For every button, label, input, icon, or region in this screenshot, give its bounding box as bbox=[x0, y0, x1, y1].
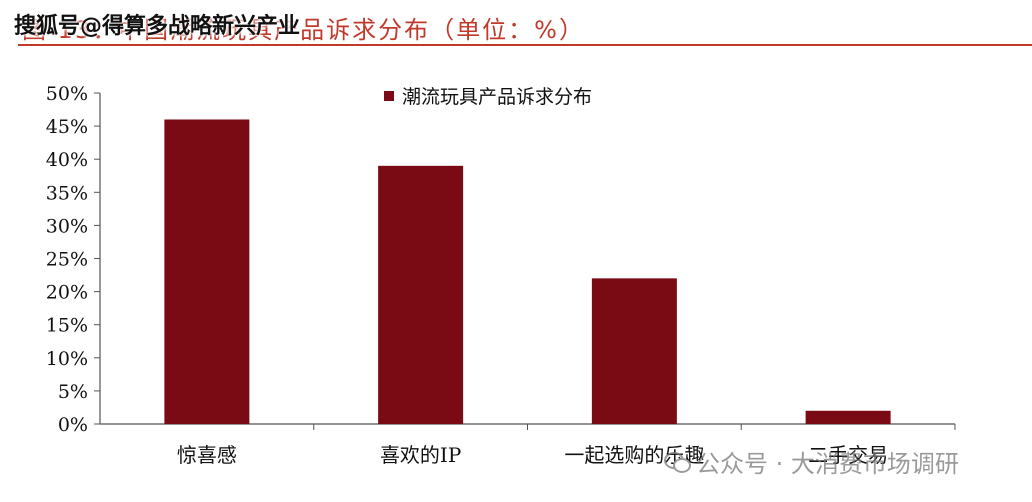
y-tick-label: 10% bbox=[46, 348, 88, 370]
x-tick-label: 惊喜感 bbox=[177, 443, 237, 467]
chart-title: 图 13：中国潮流玩具产品诉求分布（单位：%） bbox=[22, 16, 585, 44]
watermark-bottom: 公众号 · 大消费市场调研 bbox=[664, 444, 959, 479]
legend: 潮流玩具产品诉求分布 bbox=[384, 82, 592, 109]
chart-header: 图 13：中国潮流玩具产品诉求分布（单位：%） 搜狐号@得算多战略新兴产业 bbox=[0, 0, 1032, 46]
y-tick-label: 30% bbox=[46, 215, 88, 237]
bar bbox=[591, 278, 677, 424]
y-tick-label: 25% bbox=[46, 249, 88, 271]
bar bbox=[164, 119, 250, 424]
legend-label: 潮流玩具产品诉求分布 bbox=[402, 86, 593, 108]
y-tick-label: 0% bbox=[58, 414, 88, 436]
watermark-bottom-text: 公众号 · 大消费市场调研 bbox=[696, 450, 959, 478]
y-tick-label: 15% bbox=[46, 315, 88, 337]
bar bbox=[378, 165, 464, 424]
y-tick-label: 45% bbox=[46, 116, 88, 138]
y-tick-label: 35% bbox=[46, 182, 88, 204]
wechat-icon bbox=[664, 451, 691, 473]
legend-swatch bbox=[384, 90, 394, 101]
x-tick-label: 喜欢的IP bbox=[380, 443, 461, 467]
bar bbox=[805, 410, 891, 424]
y-tick-label: 20% bbox=[46, 282, 88, 304]
y-tick-label: 50% bbox=[46, 83, 88, 105]
watermark-top: 搜狐号@得算多战略新兴产业 bbox=[14, 14, 301, 39]
title-underline bbox=[18, 44, 1032, 46]
x-tick-label: 二手交易 bbox=[808, 443, 888, 467]
y-tick-label: 40% bbox=[46, 149, 88, 171]
y-tick-label: 5% bbox=[58, 381, 88, 403]
